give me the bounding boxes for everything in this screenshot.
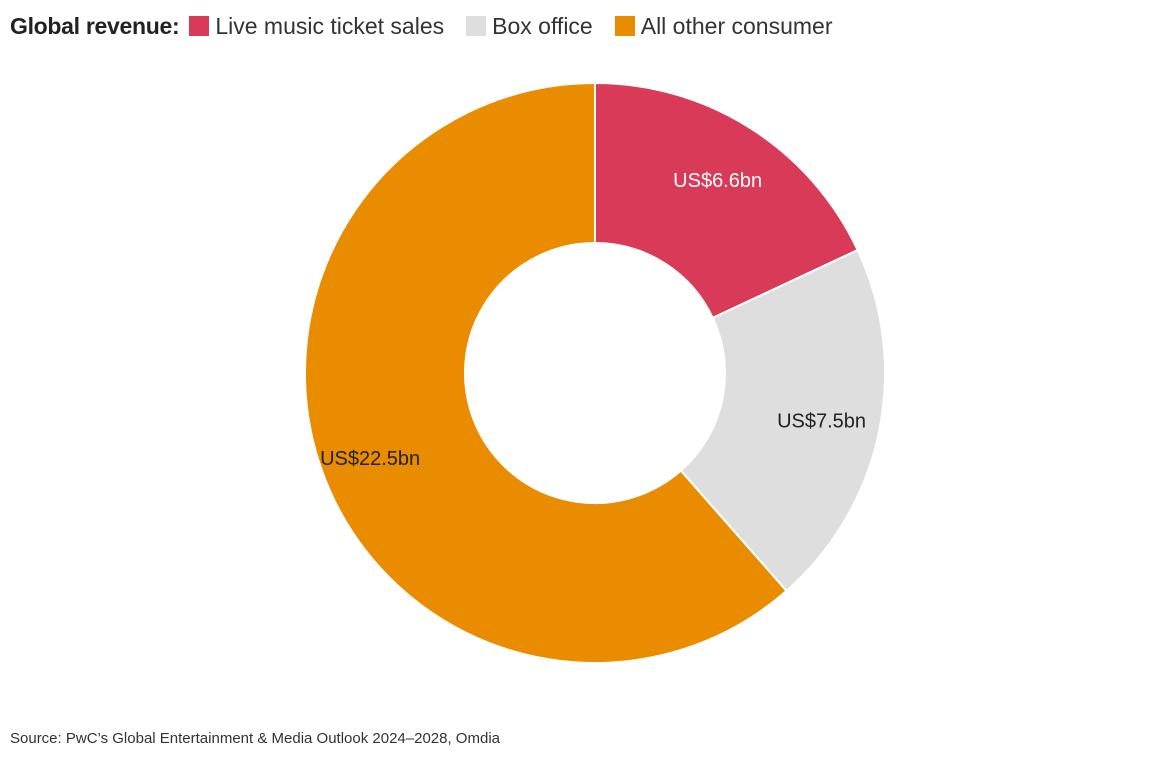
- legend-item-all-other: All other consumer: [614, 12, 833, 40]
- legend-swatch: [189, 16, 210, 36]
- legend-swatch: [466, 16, 487, 36]
- legend-item-box-office: Box office: [466, 13, 593, 40]
- legend-label: All other consumer: [640, 12, 833, 39]
- legend-label: Box office: [492, 12, 593, 39]
- legend-title: Global revenue:: [10, 12, 180, 39]
- donut-slice: [594, 81, 859, 320]
- legend-swatch: [614, 16, 635, 36]
- slice-value-label: US$7.5bn: [777, 410, 866, 432]
- slice-value-label: US$22.5bn: [320, 448, 420, 470]
- legend-label: Live music ticket sales: [215, 12, 445, 39]
- donut-slice: [304, 81, 788, 664]
- source-note: Source: PwC’s Global Entertainment & Med…: [10, 730, 500, 747]
- legend-item-live-music: Live music ticket sales: [189, 13, 444, 40]
- donut-slice: [679, 248, 886, 593]
- chart-legend: Global revenue: Live music ticket sales …: [10, 10, 854, 42]
- slice-value-label: US$6.6bn: [673, 170, 762, 192]
